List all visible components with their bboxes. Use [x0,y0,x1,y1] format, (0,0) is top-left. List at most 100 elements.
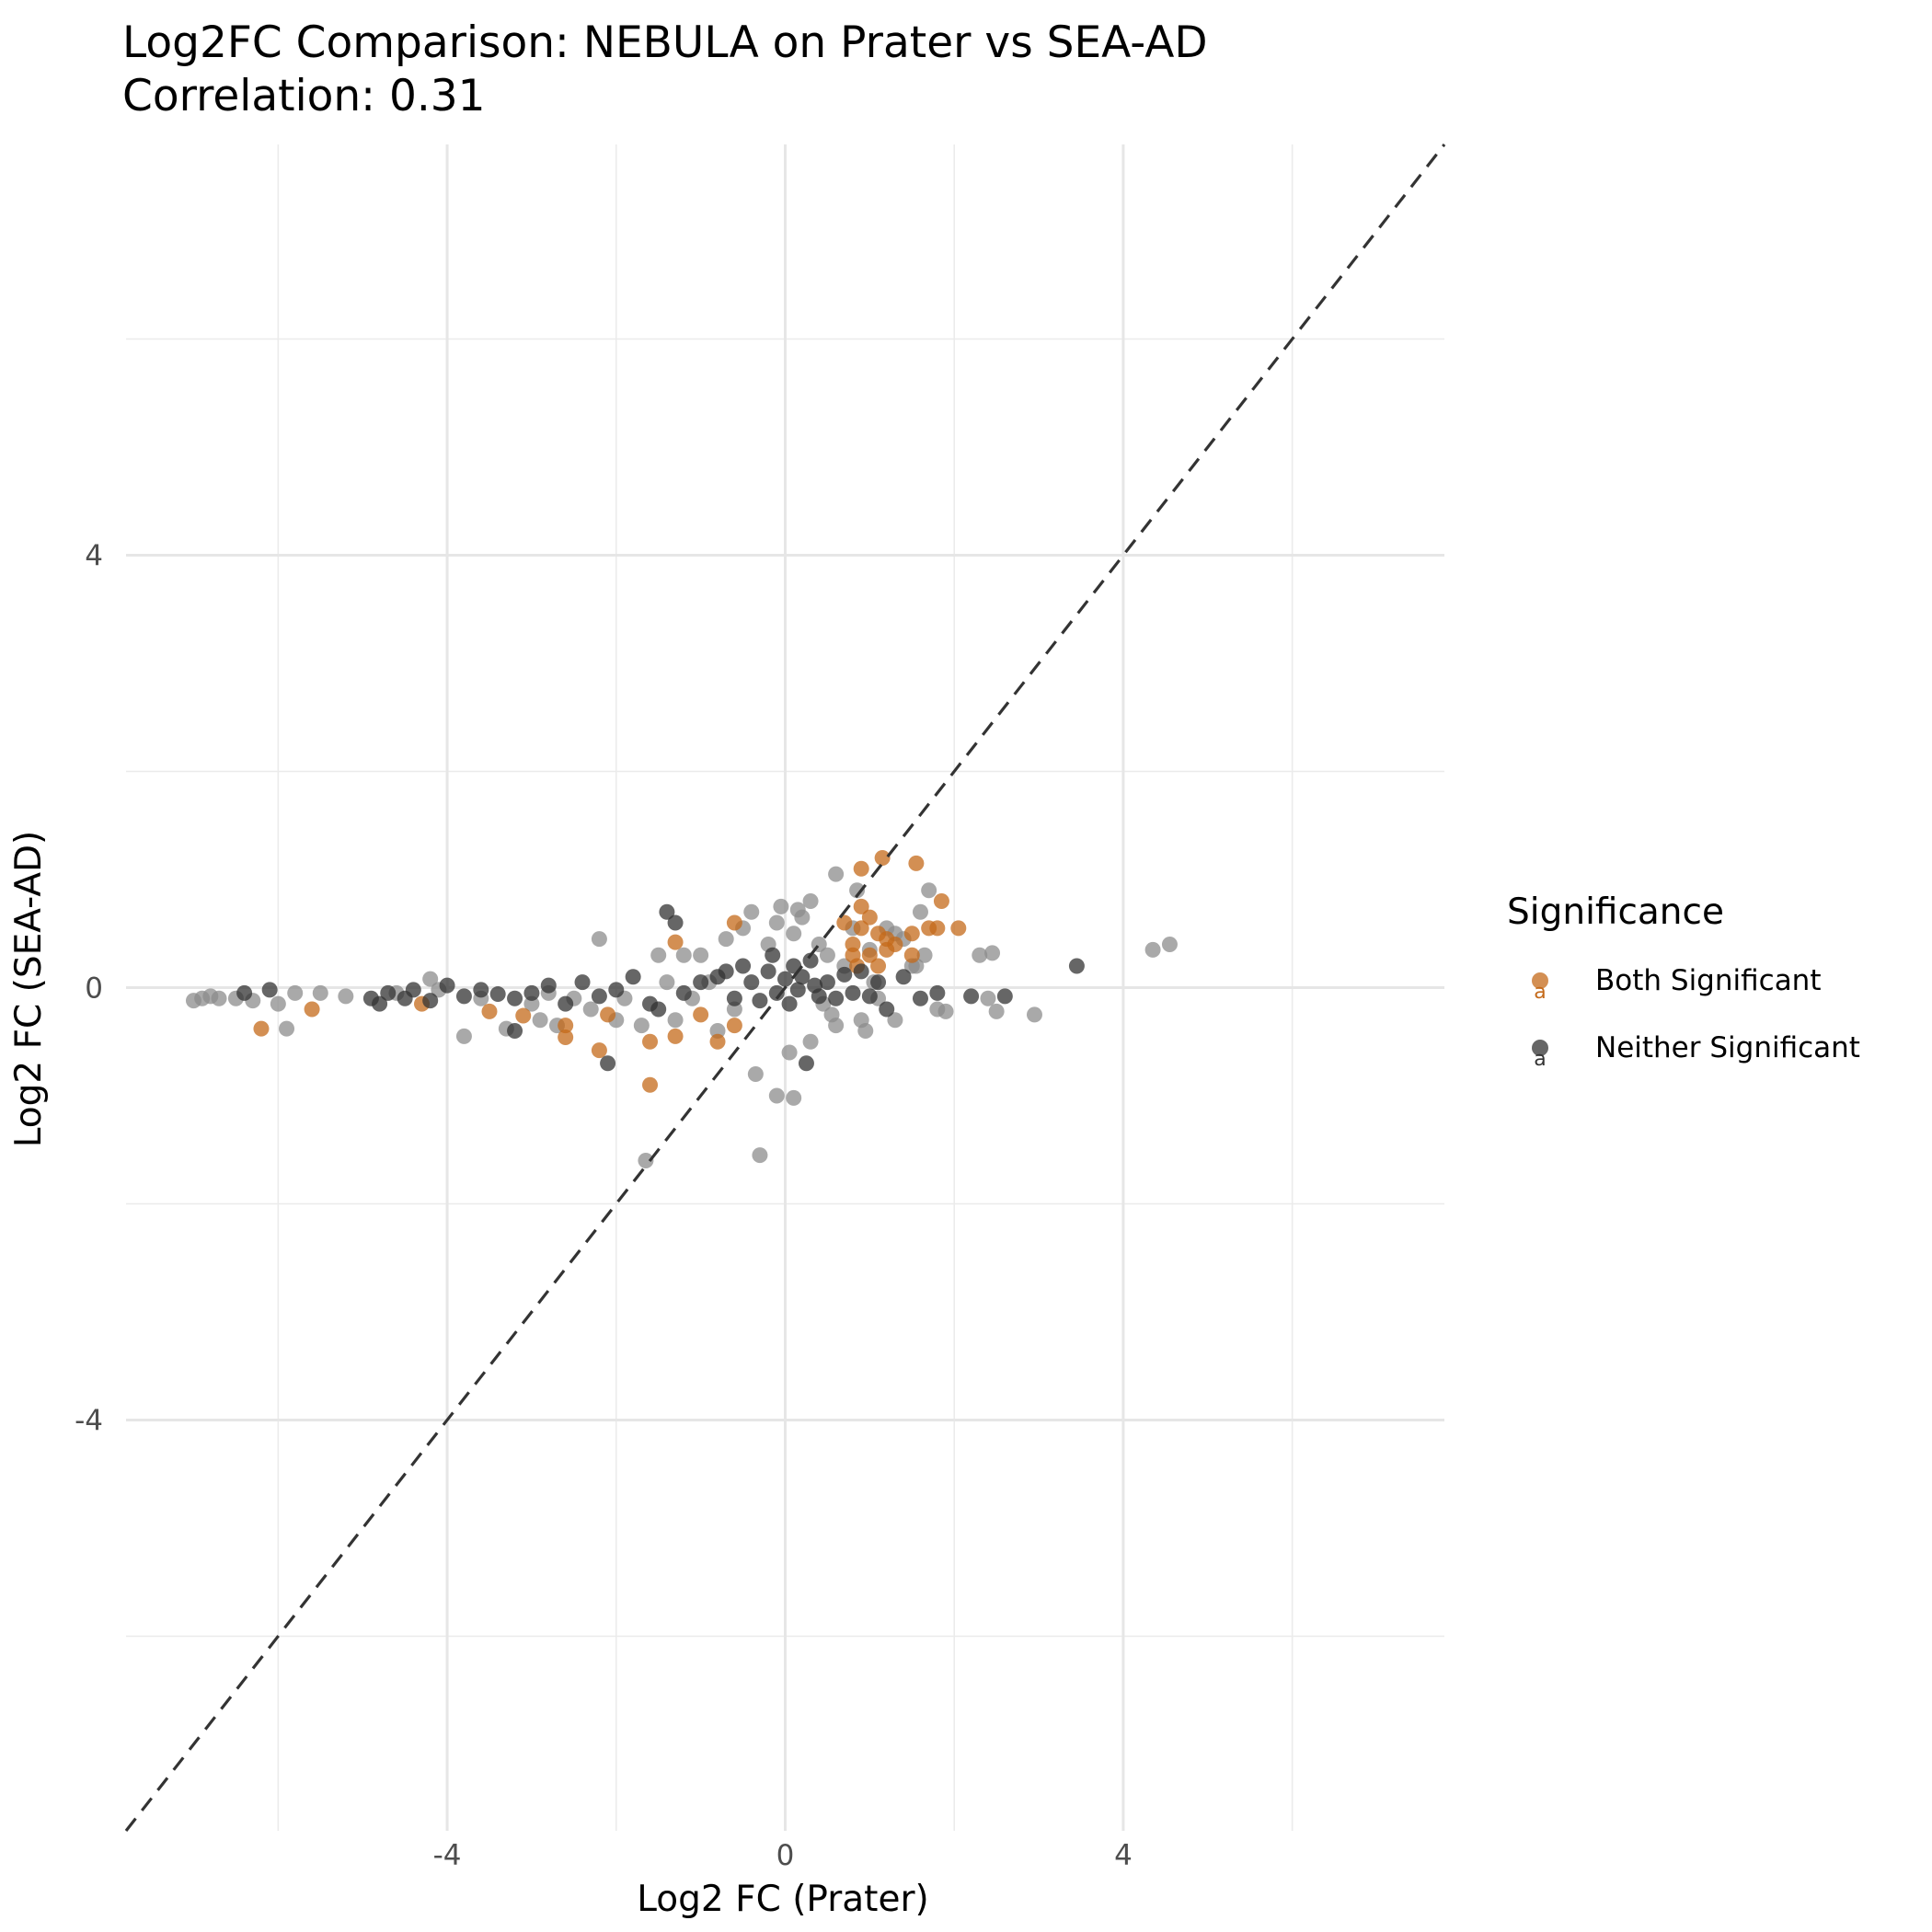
data-point [845,937,861,952]
data-point [747,1066,764,1082]
legend-title: Significance [1507,891,1724,933]
data-point [853,860,869,877]
data-point [667,934,684,950]
data-point [950,920,967,937]
data-point [312,984,328,1001]
data-point [777,971,793,987]
x-axis-title: Log2 FC (Prater) [637,1879,928,1920]
data-point [781,995,798,1012]
data-point [798,1055,814,1072]
data-point [600,1006,616,1023]
data-point [591,988,607,1005]
data-point [642,1033,659,1050]
legend-key-both-dot [1532,972,1548,989]
data-point [693,974,709,991]
data-point [473,982,489,998]
data-point [845,984,861,1001]
data-point [765,947,781,963]
data-point [870,974,887,991]
data-point [773,898,789,914]
data-point [828,866,845,882]
data-point [422,971,439,987]
data-point [743,903,760,920]
data-point [709,1023,726,1039]
data-point [236,984,253,1001]
legend-entry-neither: a Neither Significant [1532,1031,1860,1071]
data-point [807,977,823,994]
data-point [1026,1006,1042,1023]
data-point [489,986,506,1003]
data-point [768,914,785,931]
data-point [523,995,540,1012]
y-tick-label: 4 [85,540,103,573]
data-point [523,984,540,1001]
data-point [819,947,835,963]
x-tick-label: -4 [433,1839,462,1872]
chart-title: Log2FC Comparison: NEBULA on Prater vs S… [122,17,1208,68]
legend-label-both: Both Significant [1595,964,1822,997]
data-point [819,974,835,991]
data-point [558,1018,574,1034]
legend-key-both-glyph: a [1534,981,1546,1004]
data-point [625,969,641,985]
x-tick-label: 0 [776,1839,795,1872]
data-point [650,947,667,963]
data-point [667,1012,684,1029]
y-tick-label: 0 [85,972,103,1006]
data-point [540,977,557,994]
data-point [752,1147,768,1164]
data-point [659,903,675,920]
data-point [929,984,946,1001]
data-point [659,974,675,991]
identity-reference-line [124,144,1446,1832]
data-point [667,914,684,931]
data-point [211,990,227,1006]
data-point [760,963,776,980]
data-point [996,988,1013,1005]
data-point [515,1007,532,1024]
data-points [185,850,1178,1168]
data-point [857,1023,874,1039]
data-point [908,855,925,871]
data-point [439,977,455,994]
data-point [422,993,439,1009]
x-tick-label: 4 [1114,1839,1133,1872]
data-point [455,1028,472,1044]
data-point [794,909,811,926]
data-point [253,1020,270,1037]
data-point [933,893,949,909]
data-point [642,1076,659,1093]
data-point [279,1020,295,1037]
data-point [693,1006,709,1023]
data-point [802,893,819,909]
data-point [650,1001,667,1018]
x-axis-tick-labels: -4 0 4 [433,1839,1133,1872]
data-point [558,1029,574,1046]
data-point [786,1089,802,1106]
data-point [507,1023,523,1039]
data-point [608,982,625,998]
data-point [726,1018,742,1034]
data-point [870,958,887,974]
data-point [726,914,742,931]
data-point [916,947,933,963]
data-point [802,952,819,969]
data-point [261,982,278,998]
data-point [972,947,988,963]
y-axis-tick-labels: -4 0 4 [75,540,103,1438]
data-point [558,995,574,1012]
legend-entry-both: a Both Significant [1532,964,1822,1004]
data-point [921,882,937,899]
data-point [887,1012,903,1029]
data-point [895,969,912,985]
data-point [380,984,397,1001]
data-point [405,982,421,998]
data-point [667,1028,684,1044]
data-point [929,920,946,937]
data-point [600,1055,616,1072]
legend-label-neither: Neither Significant [1595,1031,1860,1064]
data-point [591,1042,607,1059]
data-point [903,926,920,942]
data-point [638,1153,654,1168]
